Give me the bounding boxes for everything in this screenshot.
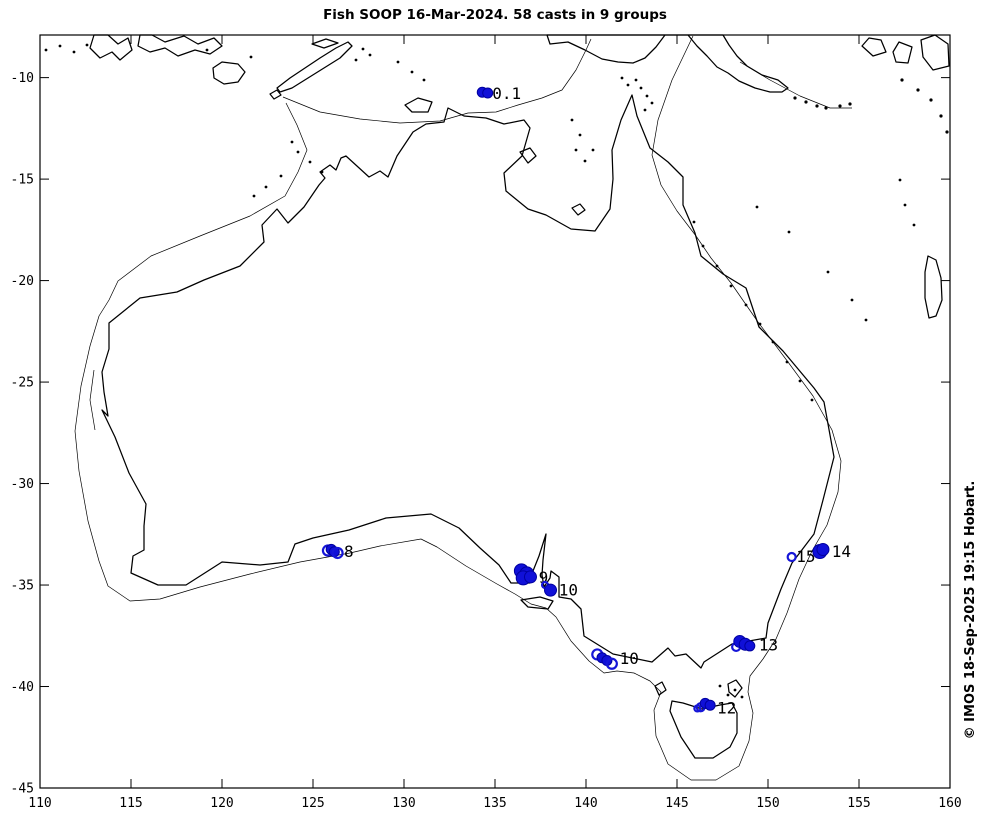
- x-tick-label: 135: [483, 796, 506, 811]
- axes: 110 115 120 125 130 135 140 145 150 155 160 -45 -40 -…: [11, 34, 962, 811]
- y-tick-label: -45: [11, 782, 34, 797]
- group-label: 13: [759, 635, 778, 654]
- cast-marker: [816, 543, 830, 557]
- group-label: 10: [559, 581, 578, 600]
- x-tick-label: 155: [847, 796, 870, 811]
- x-tick-label: 125: [301, 796, 324, 811]
- cast-marker: [482, 87, 494, 99]
- x-tick-label: 140: [574, 796, 597, 811]
- x-tick-label: 115: [119, 796, 142, 811]
- shelf-contours: [74, 35, 852, 781]
- x-tick-label: 130: [392, 796, 415, 811]
- cast-marker: [744, 640, 756, 652]
- x-tick-label: 145: [665, 796, 688, 811]
- cast-marker: [331, 546, 344, 560]
- y-tick-label: -10: [11, 71, 34, 86]
- x-tick-label: 150: [756, 796, 779, 811]
- cast-marker: [786, 551, 797, 563]
- x-tick-label: 160: [938, 796, 961, 811]
- x-tick-label: 120: [210, 796, 233, 811]
- group-label: 12: [717, 698, 736, 717]
- group-label: 8: [344, 542, 354, 561]
- credit-text: © IMOS 18-Sep-2025 19:15 Hobart.: [963, 480, 978, 740]
- y-tick-label: -20: [11, 274, 34, 289]
- cast-markers: 0.1 8 9 10 10 12 13 15 14: [321, 84, 851, 717]
- figure-title: Fish SOOP 16-Mar-2024. 58 casts in 9 gro…: [323, 7, 667, 23]
- y-tick-label: -40: [11, 680, 34, 695]
- group-label: 14: [832, 542, 851, 561]
- coastlines: [89, 34, 950, 759]
- group-label: 10: [620, 649, 639, 668]
- cast-marker: [704, 699, 716, 711]
- x-tick-label: 110: [28, 796, 51, 811]
- plot-frame: [39, 34, 951, 789]
- group-label: 0.1: [492, 84, 521, 103]
- cast-marker: [523, 570, 537, 584]
- y-tick-label: -35: [11, 579, 34, 594]
- cast-marker: [544, 583, 558, 597]
- cast-marker: [605, 657, 618, 670]
- reef-specks: [44, 43, 949, 699]
- y-tick-label: -25: [11, 376, 34, 391]
- group-label: 9: [539, 568, 549, 587]
- group-label: 15: [796, 547, 815, 566]
- y-tick-label: -30: [11, 477, 34, 492]
- y-tick-label: -15: [11, 173, 34, 188]
